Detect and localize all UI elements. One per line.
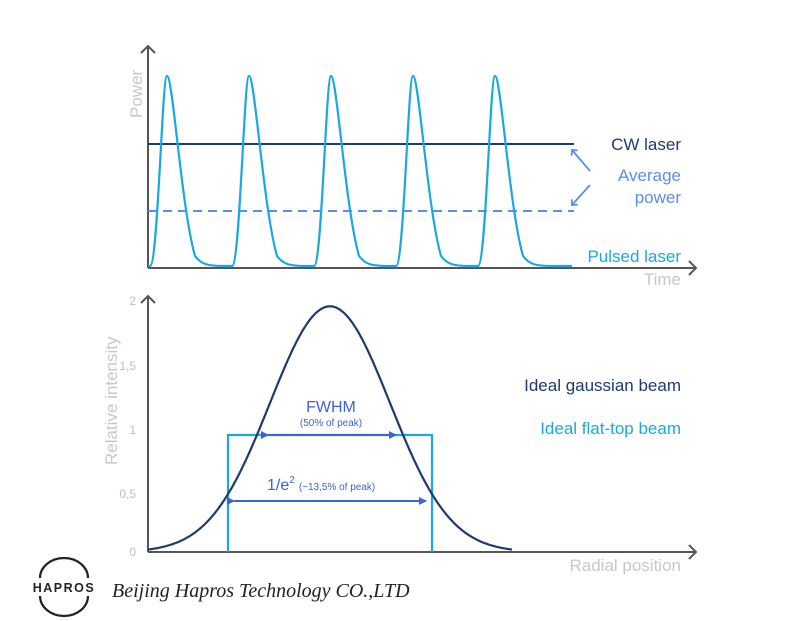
logo-ring-bottom	[38, 595, 90, 618]
y-tick-label: 1	[129, 423, 136, 437]
top-y-axis-title: Power	[127, 69, 146, 118]
bottom-y-axis-title: Relative intensity	[102, 336, 121, 465]
bottom-x-axis-title: Radial position	[569, 556, 681, 575]
company-name: Beijing Hapros Technology CO.,LTD	[112, 580, 410, 602]
y-tick-label: 0,5	[119, 487, 136, 501]
logo-text: HAPROS	[33, 581, 95, 595]
gaussian-label: Ideal gaussian beam	[524, 376, 681, 395]
fwhm-label: FWHM	[306, 399, 356, 416]
average-arrow-down	[570, 184, 591, 206]
y-tick-label: 1,5	[119, 359, 136, 373]
e2-superscript: 2	[289, 475, 295, 486]
average-arrow-up	[570, 149, 591, 172]
e2-label: 1/e2 (~13,5% of peak)	[267, 475, 375, 494]
average-power-label-2: power	[635, 188, 682, 207]
top-chart: Power Time CW laser Average power Pulsed…	[127, 44, 698, 289]
pulsed-laser-label: Pulsed laser	[587, 247, 681, 266]
pulsed-laser-line	[148, 74, 572, 268]
flat-top-label: Ideal flat-top beam	[540, 419, 681, 438]
cw-laser-label: CW laser	[611, 135, 681, 154]
average-power-label-1: Average	[618, 166, 681, 185]
logo-ring-top	[38, 556, 90, 579]
y-tick-label: 0	[129, 545, 136, 559]
top-y-axis-arrow	[140, 44, 156, 54]
top-x-axis-arrow	[688, 260, 698, 276]
bottom-x-axis-arrow	[688, 544, 698, 560]
bottom-chart: Relative intensity Radial position 0 0,5…	[102, 294, 698, 575]
e2-main: 1/e	[267, 477, 289, 494]
fwhm-sublabel: (50% of peak)	[300, 418, 362, 429]
flat-top-beam-line	[226, 433, 434, 552]
company-logo: HAPROS	[33, 556, 95, 618]
bottom-y-axis-arrow	[140, 294, 156, 304]
gaussian-beam-line	[147, 305, 513, 551]
top-x-axis-title: Time	[644, 270, 681, 289]
y-tick-label: 2	[129, 294, 136, 308]
e2-sublabel: (~13,5% of peak)	[299, 482, 375, 493]
